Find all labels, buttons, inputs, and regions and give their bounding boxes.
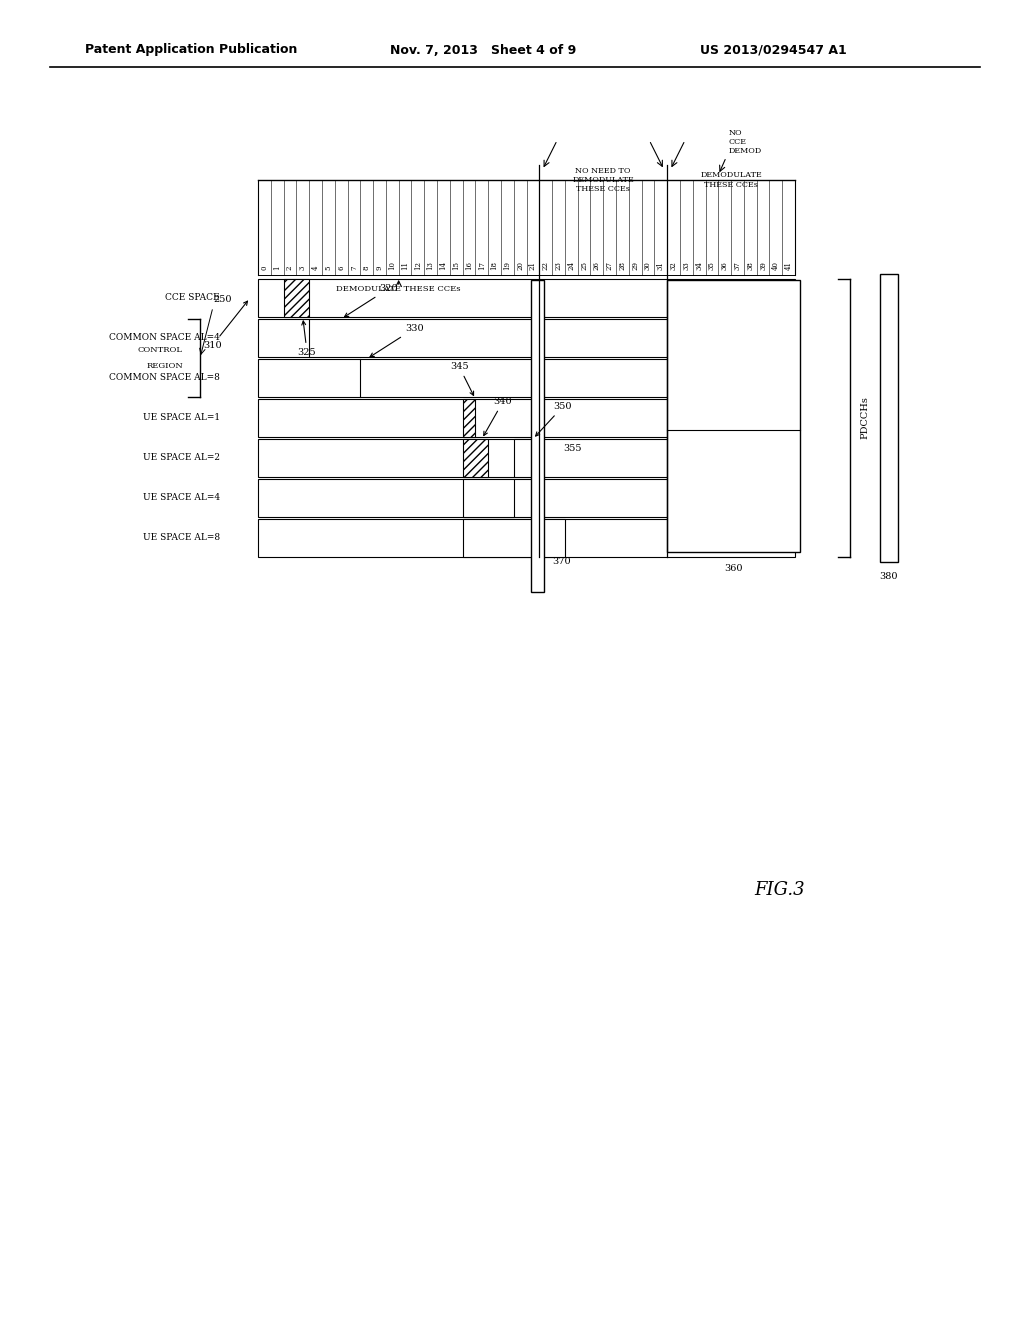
Text: 310: 310 — [203, 301, 248, 350]
Text: 34: 34 — [695, 261, 703, 271]
Text: 330: 330 — [370, 323, 424, 356]
Text: 17: 17 — [478, 261, 485, 271]
Bar — [258, 279, 795, 317]
Text: 32: 32 — [670, 261, 678, 271]
Text: 39: 39 — [759, 261, 767, 271]
Text: 3: 3 — [299, 265, 307, 271]
Text: UE SPACE AL=8: UE SPACE AL=8 — [143, 533, 220, 543]
Text: 350: 350 — [536, 403, 572, 436]
Bar — [258, 319, 795, 356]
Text: UE SPACE AL=1: UE SPACE AL=1 — [143, 413, 220, 422]
Bar — [258, 479, 795, 517]
Text: 325: 325 — [298, 321, 316, 356]
Text: 41: 41 — [784, 261, 793, 271]
Bar — [284, 279, 309, 317]
Text: 380: 380 — [880, 572, 898, 581]
Text: 26: 26 — [593, 261, 601, 271]
Text: 360: 360 — [724, 564, 742, 573]
Text: 20: 20 — [516, 261, 524, 271]
Text: UE SPACE AL=2: UE SPACE AL=2 — [143, 454, 220, 462]
Text: 38: 38 — [746, 261, 755, 271]
Text: 340: 340 — [483, 397, 512, 436]
Bar — [463, 479, 514, 517]
Text: DEMODULATE THESE CCEs: DEMODULATE THESE CCEs — [337, 285, 461, 293]
Text: FIG.3: FIG.3 — [755, 880, 805, 899]
Text: 30: 30 — [644, 261, 652, 271]
Bar — [668, 280, 800, 552]
Text: COMMON SPACE AL=4: COMMON SPACE AL=4 — [110, 334, 220, 342]
Text: 6: 6 — [337, 265, 345, 271]
Text: CONTROL: CONTROL — [138, 346, 183, 354]
Text: 12: 12 — [414, 261, 422, 271]
Bar — [463, 519, 565, 557]
Text: 250: 250 — [213, 294, 231, 304]
Text: 345: 345 — [450, 362, 473, 396]
Text: 2: 2 — [286, 265, 294, 271]
Text: 35: 35 — [708, 261, 716, 271]
Text: 7: 7 — [350, 265, 358, 271]
Text: 1: 1 — [273, 265, 282, 271]
Bar — [258, 399, 795, 437]
Text: 40: 40 — [772, 261, 780, 271]
Text: 10: 10 — [388, 261, 396, 271]
Text: COMMON SPACE AL=8: COMMON SPACE AL=8 — [110, 374, 220, 383]
Text: 27: 27 — [605, 261, 613, 271]
Text: NO NEED TO
DEMODULATE
THESE CCEs: NO NEED TO DEMODULATE THESE CCEs — [572, 166, 634, 193]
Text: 23: 23 — [554, 261, 562, 271]
Text: NO
CCE
DEMOD: NO CCE DEMOD — [728, 128, 762, 154]
Text: 11: 11 — [401, 261, 409, 271]
Text: 25: 25 — [580, 261, 588, 271]
Text: 33: 33 — [682, 261, 690, 271]
Text: 24: 24 — [567, 261, 575, 271]
Bar — [463, 399, 475, 437]
Text: DEMODULATE
THESE CCEs: DEMODULATE THESE CCEs — [700, 172, 762, 189]
Bar — [514, 440, 540, 477]
Text: 21: 21 — [528, 261, 537, 271]
Text: 18: 18 — [490, 261, 499, 271]
Text: Patent Application Publication: Patent Application Publication — [85, 44, 297, 57]
Text: 9: 9 — [376, 265, 383, 271]
Text: 37: 37 — [733, 261, 741, 271]
Bar — [531, 280, 545, 591]
Text: PDCCHs: PDCCHs — [860, 396, 869, 440]
Bar — [258, 359, 795, 397]
Bar — [258, 440, 795, 477]
Text: 0: 0 — [260, 265, 268, 271]
Text: 28: 28 — [618, 261, 627, 271]
Text: 8: 8 — [362, 265, 371, 271]
Text: 5: 5 — [325, 265, 333, 271]
Text: 31: 31 — [656, 261, 665, 271]
Text: 14: 14 — [439, 261, 447, 271]
Text: 370: 370 — [552, 557, 571, 566]
Text: 22: 22 — [542, 261, 550, 271]
Text: US 2013/0294547 A1: US 2013/0294547 A1 — [700, 44, 847, 57]
Bar — [258, 519, 795, 557]
Text: Nov. 7, 2013   Sheet 4 of 9: Nov. 7, 2013 Sheet 4 of 9 — [390, 44, 577, 57]
Text: 4: 4 — [311, 265, 319, 271]
Text: 320: 320 — [344, 284, 398, 317]
Text: 355: 355 — [563, 444, 583, 453]
Text: 29: 29 — [631, 261, 639, 271]
Text: 15: 15 — [453, 261, 460, 271]
Text: 13: 13 — [427, 261, 434, 271]
Text: 16: 16 — [465, 261, 473, 271]
Text: 36: 36 — [721, 261, 729, 271]
Text: REGION: REGION — [146, 362, 183, 370]
Bar — [880, 275, 898, 562]
Text: 19: 19 — [504, 261, 511, 271]
Text: CCE SPACE: CCE SPACE — [165, 293, 220, 302]
Bar — [463, 440, 488, 477]
Text: UE SPACE AL=4: UE SPACE AL=4 — [143, 494, 220, 503]
